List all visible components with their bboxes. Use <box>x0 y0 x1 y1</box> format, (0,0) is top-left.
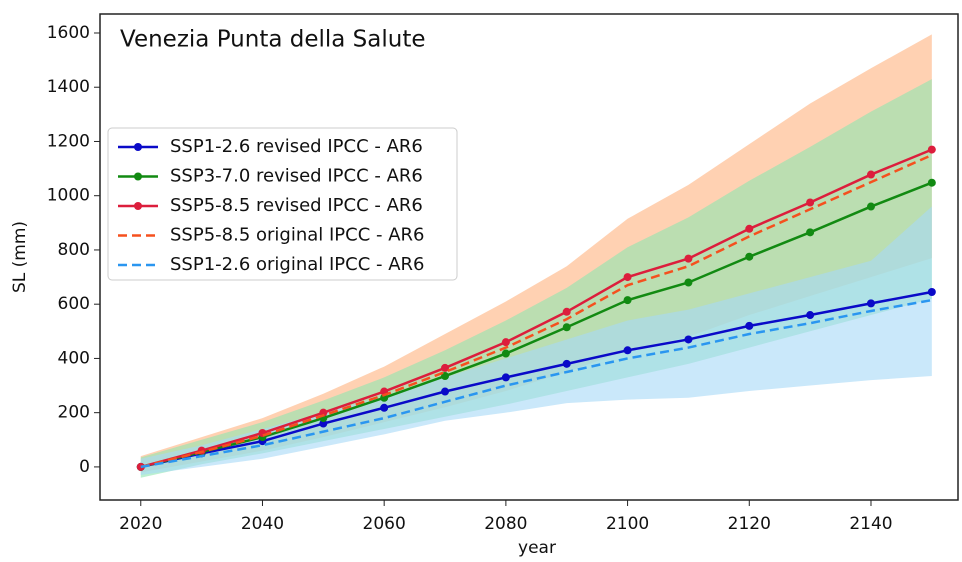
legend-marker <box>134 172 142 181</box>
legend-label: SSP1-2.6 revised IPCC - AR6 <box>170 136 423 157</box>
point <box>623 346 632 355</box>
legend-label: SSP1-2.6 original IPCC - AR6 <box>170 254 425 275</box>
x-axis-label: year <box>518 538 556 558</box>
point <box>745 224 754 233</box>
point <box>501 349 510 358</box>
y-tick-label: 400 <box>58 348 90 368</box>
point <box>562 323 571 332</box>
legend-label: SSP5-8.5 revised IPCC - AR6 <box>170 195 423 216</box>
point <box>501 338 510 347</box>
band <box>140 79 932 478</box>
x-tick-label: 2120 <box>728 514 771 534</box>
point <box>319 408 328 417</box>
point <box>745 321 754 330</box>
y-tick-label: 200 <box>58 403 90 423</box>
y-tick-label: 0 <box>79 457 90 477</box>
series-line <box>140 298 933 469</box>
point <box>441 387 450 396</box>
point <box>866 299 875 308</box>
y-axis-label: SL (mm) <box>10 221 30 293</box>
x-tick-label: 2040 <box>241 514 284 534</box>
x-tick-label: 2020 <box>119 514 162 534</box>
point <box>927 178 936 187</box>
point <box>562 307 571 316</box>
series-line <box>140 181 933 469</box>
point <box>380 403 389 412</box>
x-tick-label: 2080 <box>484 514 527 534</box>
point <box>927 145 936 154</box>
x-tick-label: 2060 <box>363 514 406 534</box>
point <box>866 170 875 179</box>
series-line <box>140 290 933 469</box>
point <box>623 296 632 305</box>
y-tick-label: 600 <box>58 294 90 314</box>
y-tick-label: 1000 <box>47 186 90 206</box>
chart-title: Venezia Punta della Salute <box>120 27 426 53</box>
legend-marker <box>134 202 142 210</box>
point <box>866 202 875 211</box>
y-tick-label: 800 <box>58 240 90 260</box>
y-tick-label: 1400 <box>47 77 90 97</box>
point <box>380 393 389 402</box>
point <box>684 335 693 344</box>
point <box>927 287 936 296</box>
legend-marker <box>134 143 142 151</box>
axes-frame <box>99 13 959 501</box>
legend-box <box>107 127 458 281</box>
point <box>623 273 632 282</box>
y-tick-label: 1600 <box>47 23 90 43</box>
point <box>684 278 693 287</box>
x-tick-label: 2140 <box>849 514 892 534</box>
point <box>684 254 693 263</box>
plot-area <box>136 34 936 478</box>
point <box>501 373 510 382</box>
legend-label: SSP5-8.5 original IPCC - AR6 <box>170 225 425 246</box>
series-line <box>140 153 933 469</box>
point <box>806 311 815 320</box>
point <box>806 198 815 207</box>
point <box>441 363 450 372</box>
y-tick-label: 1200 <box>47 131 90 151</box>
point <box>806 228 815 237</box>
point <box>562 359 571 368</box>
series-line <box>140 148 933 469</box>
point <box>745 252 754 261</box>
x-tick-label: 2100 <box>606 514 649 534</box>
legend-label: SSP3-7.0 revised IPCC - AR6 <box>170 166 423 187</box>
